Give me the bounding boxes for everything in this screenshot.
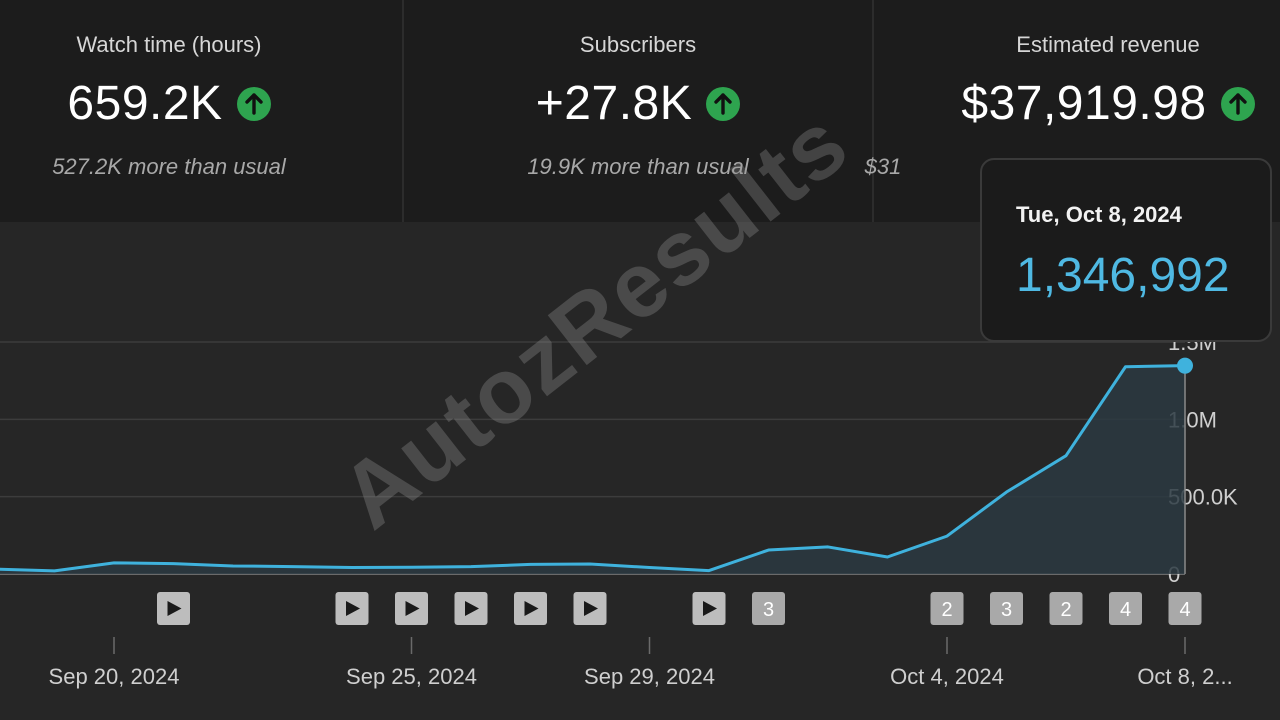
play-icon bbox=[405, 601, 420, 616]
upload-count-marker[interactable]: 4 bbox=[1109, 592, 1142, 625]
metric-note: $31 bbox=[864, 154, 902, 179]
x-tick-label: Oct 8, 2... bbox=[1137, 664, 1232, 689]
metric-value: $37,919.98 bbox=[961, 77, 1207, 130]
marker-count-label: 4 bbox=[1120, 599, 1131, 621]
play-icon bbox=[524, 601, 539, 616]
play-icon bbox=[346, 601, 360, 616]
video-upload-marker[interactable] bbox=[573, 592, 607, 625]
metric-card-estimated-revenue[interactable]: Estimated revenue $37,919.98 $31 bbox=[865, 0, 1280, 222]
metric-label: Estimated revenue bbox=[1016, 32, 1200, 57]
marker-box bbox=[1168, 592, 1202, 625]
marker-count-label: 2 bbox=[941, 599, 952, 621]
trend-up-icon bbox=[1220, 86, 1255, 121]
upload-count-marker[interactable]: 3 bbox=[990, 592, 1023, 625]
x-tick-label: Sep 29, 2024 bbox=[584, 664, 715, 689]
play-icon bbox=[167, 601, 182, 616]
marker-count-label: 3 bbox=[763, 599, 774, 621]
metrics-bar: Watch time (hours) 659.2K 527.2K more th… bbox=[0, 0, 1280, 222]
chart-tooltip: Tue, Oct 8, 2024 1,346,992 bbox=[980, 158, 1272, 342]
upload-count-marker[interactable]: 3 bbox=[752, 592, 785, 625]
upload-count-marker[interactable]: 4 bbox=[1168, 592, 1202, 625]
series-line bbox=[0, 364, 1186, 573]
marker-box bbox=[930, 592, 964, 625]
series-area bbox=[0, 365, 1185, 574]
tooltip-date: Tue, Oct 8, 2024 bbox=[1016, 202, 1182, 227]
x-tick-label: Oct 4, 2024 bbox=[890, 664, 1004, 689]
play-icon bbox=[465, 601, 479, 616]
play-icon bbox=[703, 601, 717, 616]
video-upload-marker[interactable] bbox=[454, 592, 488, 625]
play-icon bbox=[584, 601, 598, 616]
metric-label: Watch time (hours) bbox=[76, 32, 262, 57]
marker-count-label: 2 bbox=[1060, 599, 1071, 621]
metric-divider bbox=[872, 0, 874, 222]
marker-box bbox=[990, 592, 1023, 625]
metric-card-subscribers[interactable]: Subscribers +27.8K 19.9K more than usual bbox=[404, 0, 872, 222]
highlight-point bbox=[1177, 357, 1193, 374]
video-upload-marker[interactable] bbox=[395, 592, 428, 625]
metric-note: 19.9K more than usual bbox=[527, 154, 749, 179]
marker-box bbox=[1109, 592, 1142, 625]
tooltip-value: 1,346,992 bbox=[1016, 249, 1230, 302]
video-upload-marker[interactable] bbox=[692, 592, 726, 625]
metric-divider bbox=[402, 0, 404, 222]
marker-count-label: 3 bbox=[1001, 599, 1012, 621]
upload-count-marker[interactable]: 2 bbox=[1049, 592, 1083, 625]
marker-box bbox=[752, 592, 785, 625]
marker-box bbox=[1049, 592, 1083, 625]
marker-count-label: 4 bbox=[1179, 599, 1190, 621]
upload-count-marker[interactable]: 2 bbox=[930, 592, 964, 625]
video-upload-marker[interactable] bbox=[157, 592, 190, 625]
metric-note: 527.2K more than usual bbox=[52, 154, 286, 179]
metric-value: 659.2K bbox=[67, 77, 223, 130]
metric-card-watch-time[interactable]: Watch time (hours) 659.2K 527.2K more th… bbox=[0, 0, 404, 222]
video-upload-marker[interactable] bbox=[514, 592, 547, 625]
x-tick-label: Sep 25, 2024 bbox=[346, 664, 477, 689]
trend-up-icon bbox=[706, 86, 741, 121]
metric-value: +27.8K bbox=[535, 77, 693, 130]
x-tick-label: Sep 20, 2024 bbox=[49, 664, 180, 689]
trend-up-icon bbox=[236, 86, 271, 121]
metric-label: Subscribers bbox=[579, 32, 697, 57]
video-upload-marker[interactable] bbox=[335, 592, 369, 625]
